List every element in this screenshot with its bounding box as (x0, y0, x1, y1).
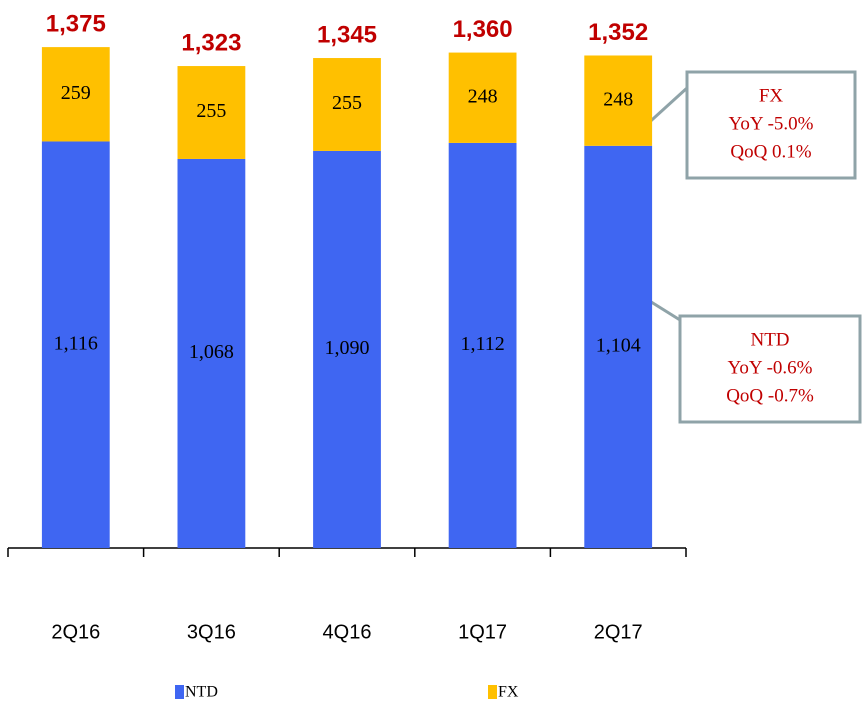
bar-segment (313, 150, 381, 548)
legend-swatch (175, 685, 184, 699)
total-label: 1,375 (46, 10, 106, 37)
bar-segment (584, 145, 653, 549)
bar-segment (313, 58, 381, 151)
x-tick-label: 1Q17 (458, 621, 507, 643)
bar-segment (448, 52, 517, 143)
value-label: 1,112 (460, 333, 504, 355)
value-label: 255 (196, 100, 226, 122)
bar-segment (41, 47, 110, 142)
bar-segment (177, 158, 246, 548)
annotation-text: QoQ -0.7% (726, 385, 814, 406)
value-label: 248 (468, 85, 498, 107)
legend-label: FX (498, 684, 519, 701)
value-label: 255 (332, 92, 362, 114)
annotation-text: YoY -5.0% (729, 113, 814, 134)
value-label: 259 (61, 82, 91, 104)
bar-segment (177, 66, 246, 159)
value-label: 1,116 (54, 332, 98, 354)
total-label: 1,345 (317, 21, 377, 48)
legend-swatch (488, 685, 497, 699)
annotation-text: QoQ 0.1% (730, 141, 811, 162)
annotation-text: FX (759, 85, 784, 106)
legend-label: NTD (185, 684, 218, 701)
value-label: 248 (603, 88, 633, 110)
total-label: 1,360 (453, 16, 513, 43)
value-label: 1,068 (189, 341, 234, 363)
x-tick-label: 2Q17 (594, 621, 643, 643)
annotation-box (678, 314, 862, 424)
value-label: 1,090 (325, 337, 370, 359)
bar-segment (41, 141, 110, 548)
bar-segment (584, 55, 653, 146)
x-tick-label: 4Q16 (323, 621, 372, 643)
bar-segment (448, 142, 517, 548)
total-label: 1,323 (181, 29, 241, 56)
annotation-text: YoY -0.6% (728, 357, 813, 378)
annotation-box (685, 70, 857, 180)
x-tick-label: 3Q16 (187, 621, 236, 643)
total-label: 1,352 (588, 19, 648, 46)
value-label: 1,104 (596, 335, 641, 357)
annotation-text: NTD (750, 329, 789, 350)
x-tick-label: 2Q16 (51, 621, 100, 643)
